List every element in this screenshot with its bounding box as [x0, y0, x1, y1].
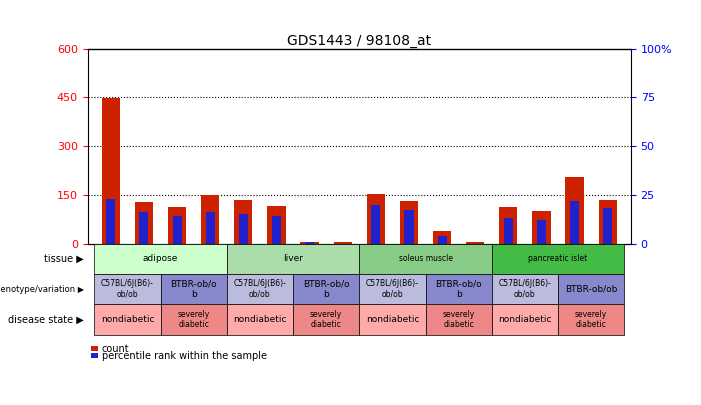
Text: BTBR-ob/o
b: BTBR-ob/o b [170, 279, 217, 299]
Text: severely
diabetic: severely diabetic [310, 310, 342, 329]
Bar [301, 242, 319, 243]
Bar [372, 205, 381, 243]
Text: BTBR-ob/ob: BTBR-ob/ob [565, 285, 618, 294]
Text: nondiabetic: nondiabetic [233, 315, 287, 324]
Text: percentile rank within the sample: percentile rank within the sample [102, 351, 266, 361]
Text: C57BL/6J(B6)-
ob/ob: C57BL/6J(B6)- ob/ob [498, 279, 551, 299]
Bar [172, 216, 182, 243]
Text: count: count [102, 343, 129, 354]
Text: BTBR-ob/o
b: BTBR-ob/o b [303, 279, 349, 299]
Bar [499, 207, 517, 243]
Bar [234, 200, 252, 243]
Bar [566, 177, 584, 243]
Bar [367, 194, 385, 243]
Bar [466, 242, 484, 243]
Text: severely
diabetic: severely diabetic [575, 310, 607, 329]
Bar [272, 216, 281, 243]
Text: severely
diabetic: severely diabetic [442, 310, 475, 329]
Text: adipose: adipose [143, 254, 178, 263]
Bar [168, 207, 186, 243]
Bar [603, 209, 612, 243]
Text: tissue ▶: tissue ▶ [44, 254, 84, 264]
Bar [239, 214, 248, 243]
Text: BTBR-ob/o
b: BTBR-ob/o b [435, 279, 482, 299]
Bar [135, 202, 153, 243]
Bar [504, 218, 513, 243]
Bar [400, 201, 418, 243]
Bar [305, 241, 314, 243]
Bar [205, 212, 215, 243]
Text: pancreatic islet: pancreatic islet [529, 254, 587, 263]
Text: nondiabetic: nondiabetic [498, 315, 552, 324]
Text: soleus muscle: soleus muscle [398, 254, 453, 263]
Bar [334, 242, 352, 243]
Bar [107, 199, 116, 243]
Text: nondiabetic: nondiabetic [101, 315, 154, 324]
Text: genotype/variation ▶: genotype/variation ▶ [0, 285, 84, 294]
Bar [102, 98, 120, 243]
Bar [139, 212, 149, 243]
Text: severely
diabetic: severely diabetic [177, 310, 210, 329]
Bar [201, 196, 219, 243]
Text: liver: liver [283, 254, 303, 263]
Text: C57BL/6J(B6)-
ob/ob: C57BL/6J(B6)- ob/ob [101, 279, 154, 299]
Bar [532, 211, 550, 243]
Text: nondiabetic: nondiabetic [366, 315, 419, 324]
Bar [570, 200, 579, 243]
Text: disease state ▶: disease state ▶ [8, 315, 84, 324]
Text: C57BL/6J(B6)-
ob/ob: C57BL/6J(B6)- ob/ob [366, 279, 418, 299]
Text: C57BL/6J(B6)-
ob/ob: C57BL/6J(B6)- ob/ob [233, 279, 286, 299]
Bar [433, 230, 451, 243]
Bar [267, 206, 285, 243]
Title: GDS1443 / 98108_at: GDS1443 / 98108_at [287, 34, 431, 47]
Bar [599, 200, 617, 243]
Bar [437, 236, 447, 243]
Bar [537, 220, 546, 243]
Bar [404, 210, 414, 243]
